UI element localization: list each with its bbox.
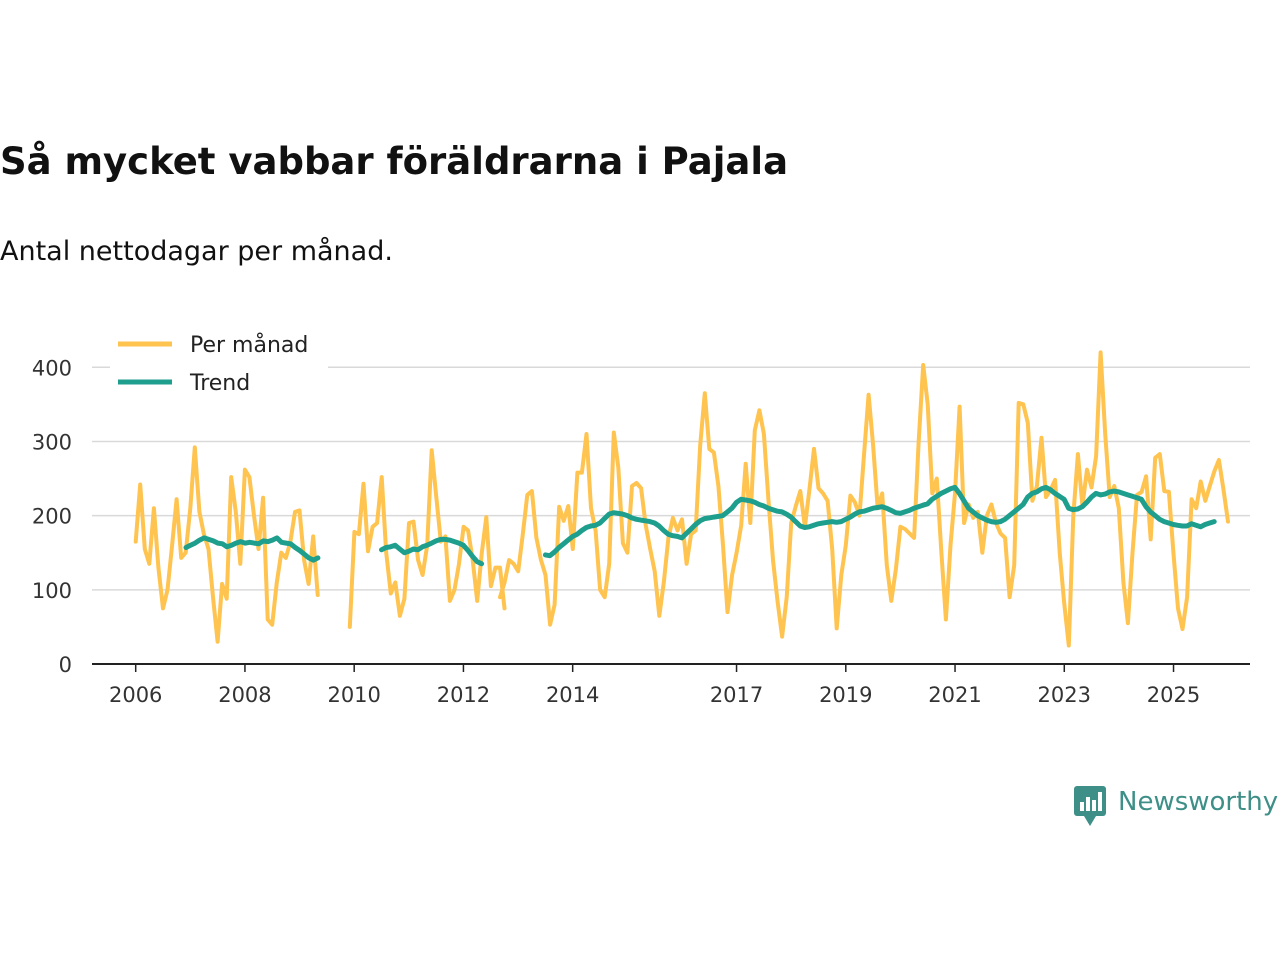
newsworthy-logo-icon [1074, 786, 1106, 826]
legend-label: Per månad [190, 332, 308, 358]
series-per-manad-line [347, 448, 507, 629]
series-trend-line [379, 536, 485, 567]
brand-logo[interactable]: Newsworthy [1072, 784, 1280, 828]
legend-label: Trend [189, 371, 250, 396]
series-trend-line [542, 484, 1217, 559]
legend: Per månad Trend [110, 328, 328, 400]
x-tick-label: 2021 [928, 683, 981, 707]
x-tick-label: 2006 [109, 683, 162, 707]
x-tick-label: 2012 [437, 683, 490, 707]
x-tick-label: 2008 [218, 683, 271, 707]
y-tick-label: 300 [32, 430, 72, 454]
line-chart: 0 100 200 300 400 2006 2008 2010 2012 2014 2017 201… [32, 328, 1250, 707]
x-tick-label: 2019 [819, 683, 872, 707]
series-per-manad-line [498, 350, 1230, 648]
chart-title: Så mycket vabbar föräldrarna i Pajala [0, 140, 789, 183]
x-tick-label: 2023 [1038, 683, 1091, 707]
x-tick-label: 2014 [546, 683, 599, 707]
brand-name: Newsworthy [1118, 787, 1279, 817]
series-per-manad-line [133, 445, 320, 644]
x-tick-label: 2017 [710, 683, 763, 707]
chart-subtitle: Antal nettodagar per månad. [0, 236, 393, 267]
x-tick-label: 2010 [327, 683, 380, 707]
series-trend-line [183, 535, 321, 563]
y-tick-label: 200 [32, 505, 72, 529]
y-tick-label: 100 [32, 579, 72, 603]
y-tick-label: 0 [59, 653, 72, 677]
x-tick-label: 2025 [1147, 683, 1200, 707]
legend-background [110, 328, 328, 400]
y-tick-label: 400 [32, 356, 72, 380]
